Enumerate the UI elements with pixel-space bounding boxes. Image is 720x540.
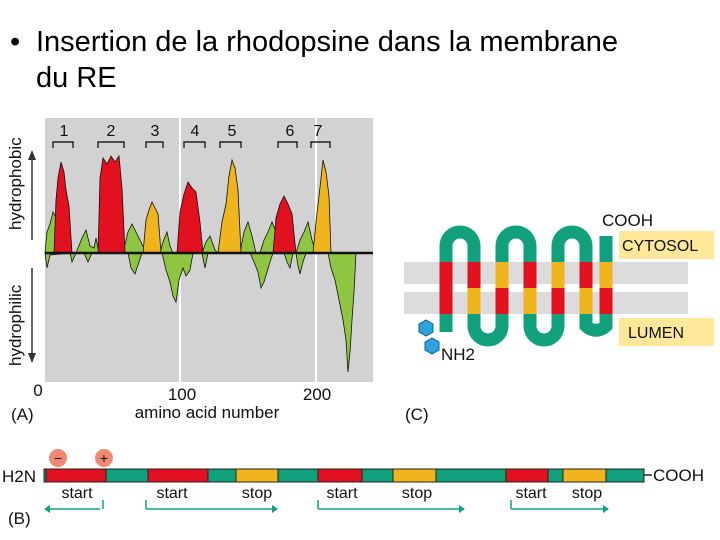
seq-segment-4 <box>317 468 363 483</box>
signal-label-stop-1: stop <box>242 485 272 502</box>
tm-segment-4-start <box>523 262 537 288</box>
seq-segment-2 <box>147 468 209 483</box>
signal-label-stop-3: stop <box>572 485 602 502</box>
rhodopsin-backbone <box>439 225 613 347</box>
negative-charge-icon <box>49 449 67 467</box>
segment-6-peak <box>272 195 297 254</box>
x-tick-100: 100 <box>168 385 196 404</box>
segment-label-4: 4 <box>191 123 200 140</box>
title-line-2: du RE <box>36 62 117 94</box>
transmembrane-segments <box>439 262 613 314</box>
tm-segment-6-stop <box>579 288 593 314</box>
tm-segment-2-stop <box>467 288 481 314</box>
signal-label-start-2: start <box>156 485 188 502</box>
c-terminus-label: COOH <box>653 466 704 485</box>
tm-segment-5-start <box>551 288 565 314</box>
positive-charge-sign: + <box>100 450 108 466</box>
segment-label-1: 1 <box>60 123 69 140</box>
seq-segment-7 <box>562 468 607 483</box>
tm-segment-3-start <box>495 288 509 314</box>
hydrophobic-green-profile <box>44 210 317 254</box>
segment-5-peak <box>217 158 242 254</box>
segment-label-2: 2 <box>107 123 116 140</box>
y-axis-arrows <box>28 150 36 363</box>
tm-segment-5-stop <box>551 262 565 288</box>
seq-segment-3 <box>235 468 279 483</box>
cooh-label-c: COOH <box>602 211 653 230</box>
title-bullet: • <box>10 26 21 58</box>
segment-3-peak <box>142 201 162 254</box>
y-label-hydrophobic: hydrophobic <box>6 137 25 230</box>
seq-segment-5 <box>392 468 437 483</box>
segment-2-peak <box>97 154 126 254</box>
panel-b: − + H2N COOH start start stop start stop… <box>2 449 704 528</box>
title-line-1: Insertion de la rhodopsine dans la membr… <box>36 26 618 58</box>
seq-segment-6 <box>505 468 549 483</box>
signal-label-start-1: start <box>61 485 93 502</box>
x-axis-label: amino acid number <box>135 403 280 422</box>
tm-segment-1 <box>439 262 453 314</box>
segment-1-peak <box>53 161 73 254</box>
segment-7-peak <box>312 159 332 254</box>
panel-c-label: (C) <box>405 405 429 424</box>
segment-label-6: 6 <box>286 123 295 140</box>
signal-label-start-3: start <box>326 485 358 502</box>
hydrophilic-profile <box>44 252 357 373</box>
tm-segment-3-stop <box>495 262 509 288</box>
tm-segment-6-start <box>579 262 593 288</box>
signal-label-stop-2: stop <box>402 485 432 502</box>
panel-c: COOH CYTOSOL LUMEN NH2 (C) <box>404 211 714 424</box>
tm-segment-7-start <box>599 288 613 314</box>
lumen-label-bg <box>619 318 714 346</box>
y-label-hydrophilic: hydrophilic <box>6 284 25 366</box>
negative-charge-sign: − <box>54 450 62 466</box>
lumen-label: LUMEN <box>628 325 684 342</box>
sugar-hexagon-icon <box>424 337 440 355</box>
segment-label-3: 3 <box>151 123 160 140</box>
nh2-label: NH2 <box>441 345 475 364</box>
x-tick-200: 200 <box>303 385 331 404</box>
tm-segment-7-stop <box>599 262 613 288</box>
x-tick-0: 0 <box>33 381 42 400</box>
span-arrows <box>44 500 609 513</box>
sequence-segments <box>45 468 607 483</box>
panel-b-label: (B) <box>8 509 31 528</box>
segment-brackets <box>52 141 331 148</box>
positive-charge-icon <box>95 449 113 467</box>
segment-4-peak <box>176 181 204 254</box>
cytosol-label: CYTOSOL <box>622 238 698 255</box>
seq-segment-1 <box>45 468 107 483</box>
sugar-hexagon-icon <box>418 319 434 337</box>
cytosol-label-bg <box>619 231 714 259</box>
signal-label-start-4: start <box>515 485 547 502</box>
segment-label-5: 5 <box>228 123 237 140</box>
panel-a-label: (A) <box>11 405 34 424</box>
panel-a: 1 2 3 4 5 6 7 hydrophobic hydrophilic 0 … <box>6 118 373 424</box>
segment-label-7: 7 <box>314 123 323 140</box>
n-terminus-label: H2N <box>2 467 36 486</box>
tm-segment-2-start <box>467 262 481 288</box>
tm-segment-4-stop <box>523 288 537 314</box>
